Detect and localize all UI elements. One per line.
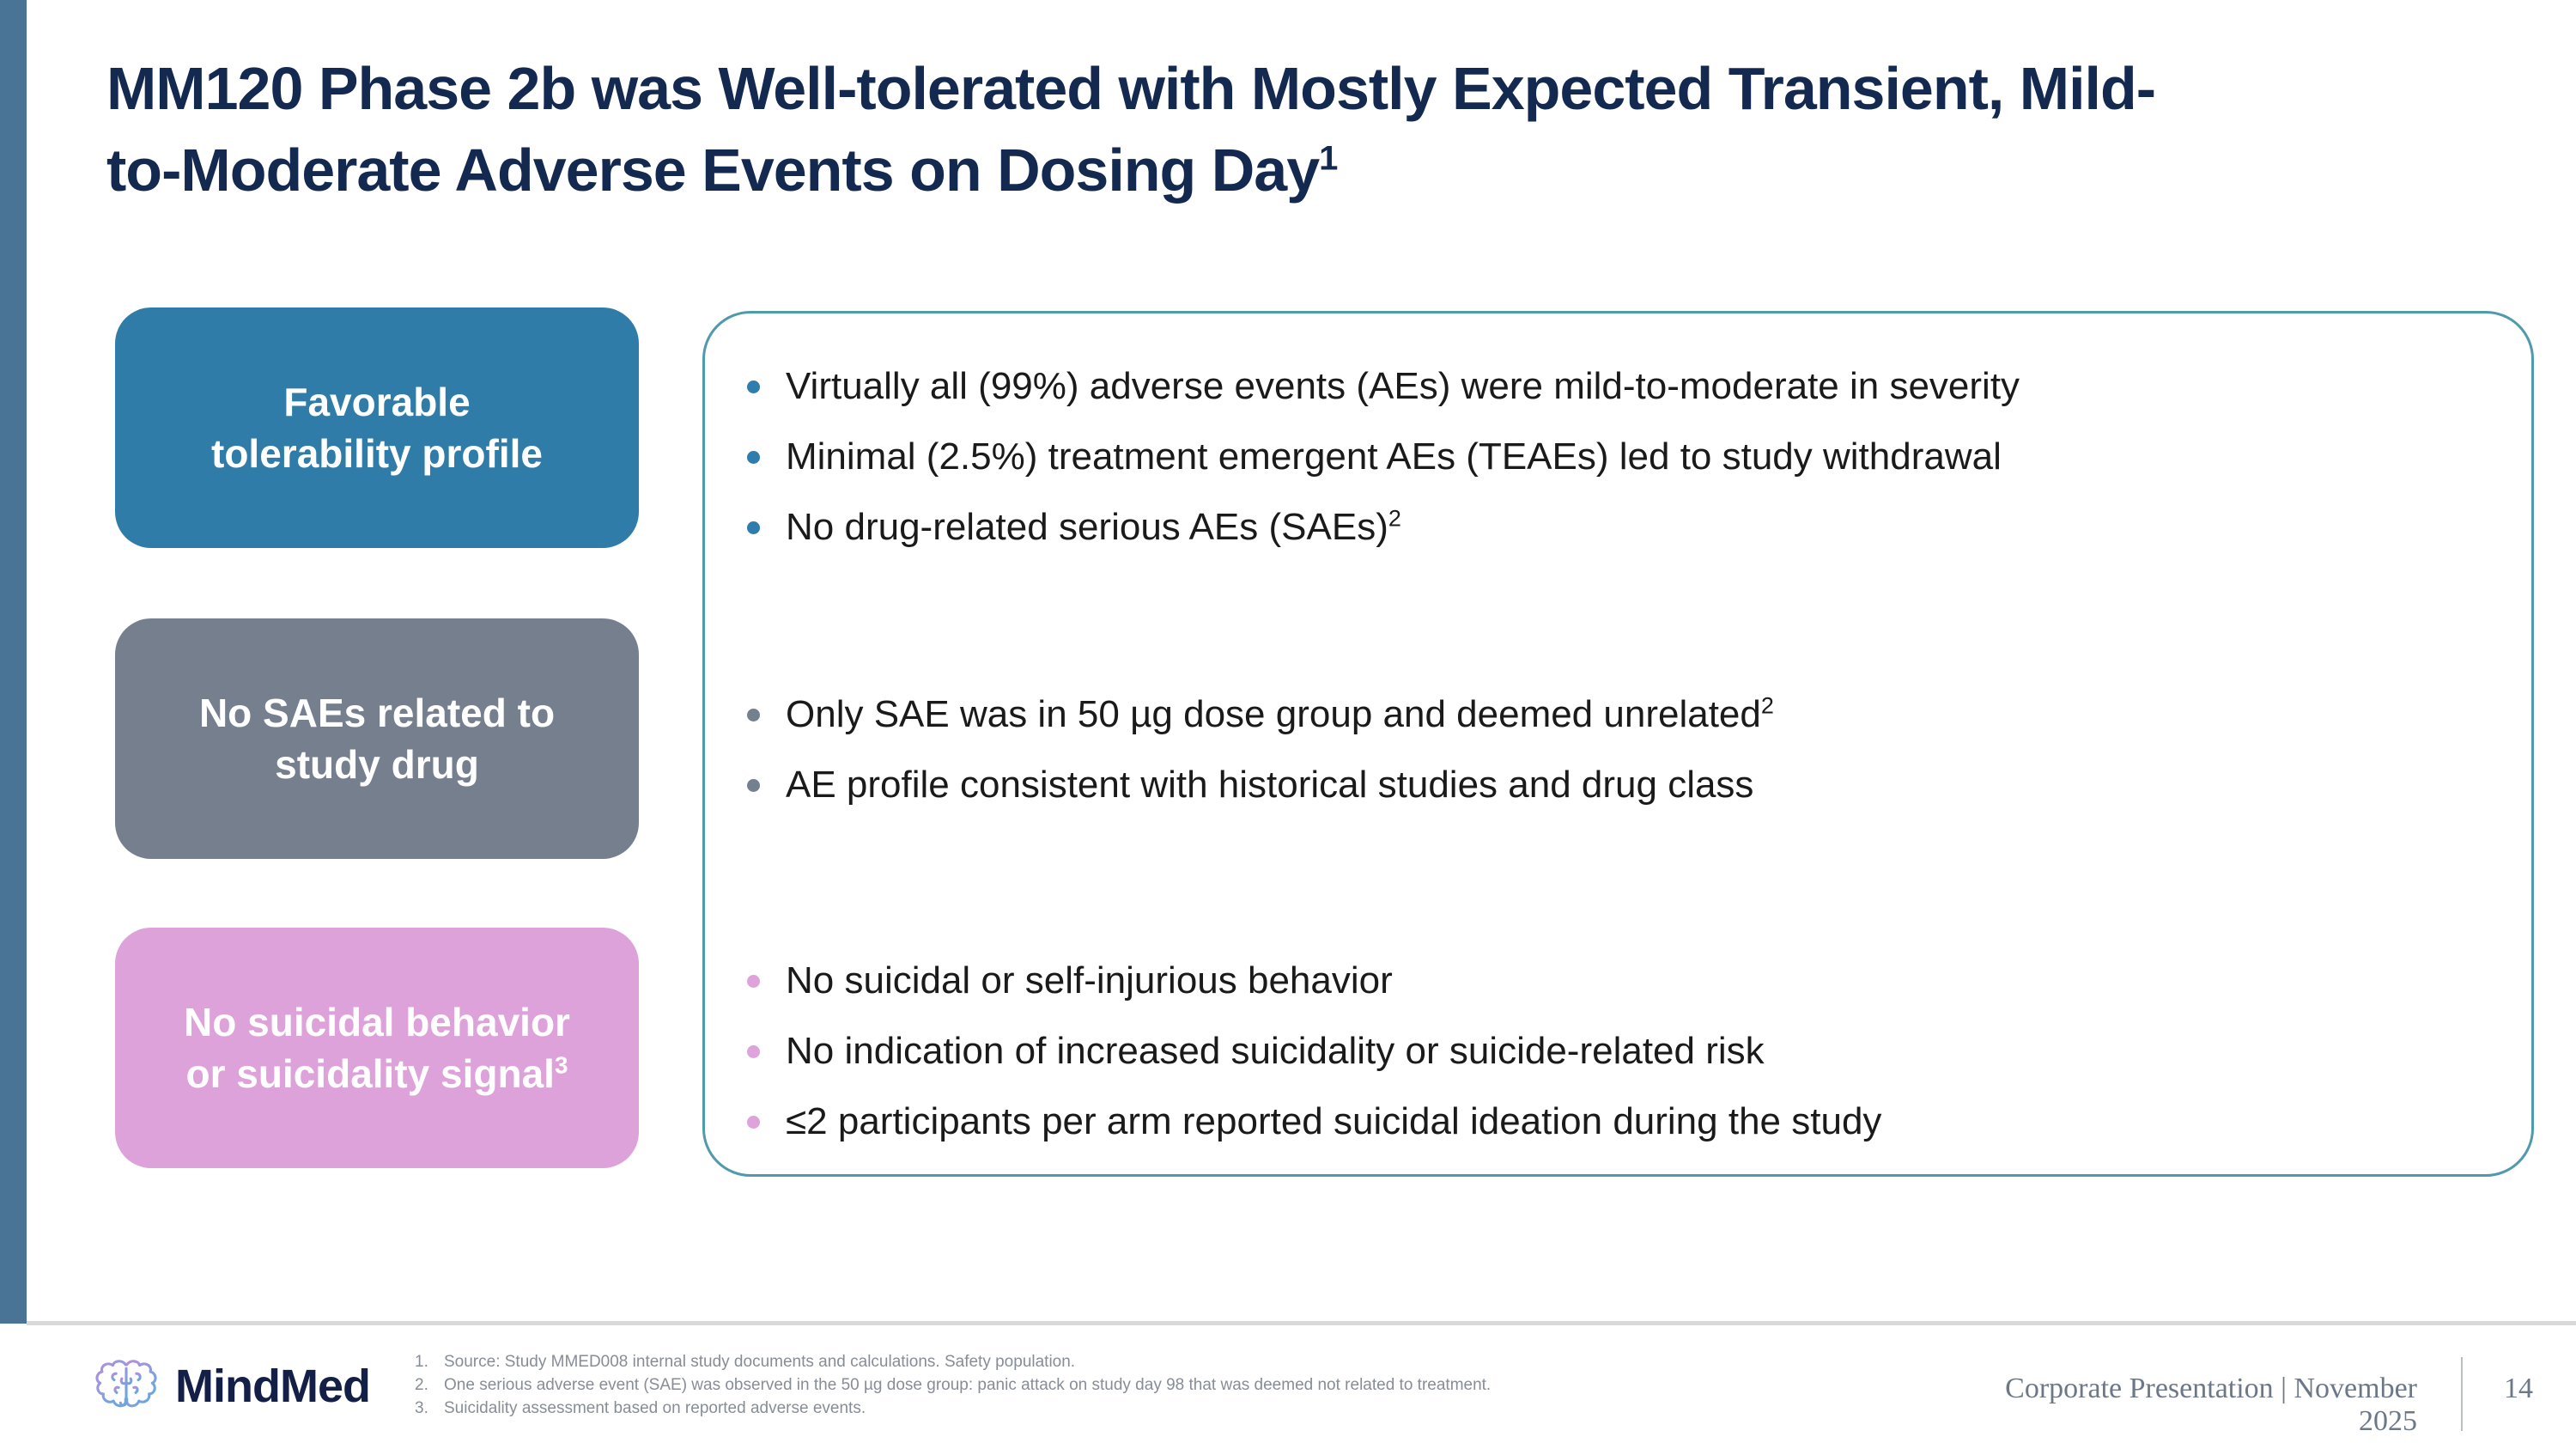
bullet-dot-icon — [747, 451, 760, 464]
bullet-group-suicidality: No suicidal or self-injurious behavior N… — [747, 957, 2499, 1168]
bullet-item: Only SAE was in 50 µg dose group and dee… — [747, 691, 2499, 739]
bullet-item: AE profile consistent with historical st… — [747, 761, 2499, 809]
footnote-text: Suicidality assessment based on reported… — [444, 1399, 866, 1417]
footnotes: 1. Source: Study MMED008 internal study … — [415, 1350, 1874, 1420]
pill-no-suicidality: No suicidal behavior or suicidality sign… — [115, 928, 639, 1168]
pill-label-line: Favorable — [283, 380, 471, 424]
left-accent-bar — [0, 0, 27, 1324]
bullet-text: No suicidal or self-injurious behavior — [786, 959, 1393, 1002]
bullet-text: Only SAE was in 50 µg dose group and dee… — [786, 692, 1774, 735]
footnote-number: 2. — [415, 1376, 428, 1394]
footnote-number: 3. — [415, 1399, 428, 1417]
bullet-item: Virtually all (99%) adverse events (AEs)… — [747, 362, 2499, 411]
footer-divider — [27, 1321, 2576, 1325]
pill-label-line: or suicidality signal3 — [185, 1051, 568, 1096]
brain-icon — [94, 1355, 158, 1418]
bullet-item: No drug-related serious AEs (SAEs)2 — [747, 503, 2499, 551]
bullet-text: Minimal (2.5%) treatment emergent AEs (T… — [786, 435, 2002, 478]
footnote-item: 1. Source: Study MMED008 internal study … — [415, 1350, 1874, 1373]
slide-title: MM120 Phase 2b was Well-tolerated with M… — [106, 48, 2528, 211]
title-line-2: to-Moderate Adverse Events on Dosing Day… — [106, 137, 1338, 204]
pill-label-line: No suicidal behavior — [184, 1000, 570, 1044]
bullet-dot-icon — [747, 1116, 760, 1129]
title-line-1: MM120 Phase 2b was Well-tolerated with M… — [106, 55, 2156, 122]
footer-vertical-divider — [2461, 1357, 2463, 1431]
bullet-item: ≤2 participants per arm reported suicida… — [747, 1098, 2499, 1146]
mindmed-logo: MindMed — [94, 1354, 371, 1419]
footnote-item: 3. Suicidality assessment based on repor… — [415, 1397, 1874, 1420]
pill-label-line: No SAEs related to — [198, 691, 556, 735]
content-outline-box — [702, 311, 2534, 1177]
pill-label-line: study drug — [275, 742, 479, 787]
bullet-text: No drug-related serious AEs (SAEs)2 — [786, 505, 1401, 548]
bullet-item: Minimal (2.5%) treatment emergent AEs (T… — [747, 433, 2499, 481]
page-number: 14 — [2504, 1373, 2533, 1404]
bullet-dot-icon — [747, 1045, 760, 1058]
bullet-item: No suicidal or self-injurious behavior — [747, 957, 2499, 1005]
pill-label-line: tolerability profile — [211, 431, 543, 476]
bullet-text: ≤2 participants per arm reported suicida… — [786, 1100, 1882, 1142]
bullet-text: AE profile consistent with historical st… — [786, 764, 1754, 806]
bullet-text: No indication of increased suicidality o… — [786, 1030, 1765, 1072]
footnote-text: Source: Study MMED008 internal study doc… — [444, 1353, 1076, 1371]
bullet-dot-icon — [747, 521, 760, 534]
bullet-dot-icon — [747, 975, 760, 988]
footnote-number: 1. — [415, 1353, 428, 1371]
pill-label-superscript: 3 — [554, 1051, 568, 1079]
bullet-group-saes: Only SAE was in 50 µg dose group and dee… — [747, 691, 2499, 831]
brand-wordmark: MindMed — [175, 1361, 371, 1412]
footer-right-text: Corporate Presentation | November 2025 — [2005, 1373, 2417, 1437]
bullet-group-tolerability: Virtually all (99%) adverse events (AEs)… — [747, 362, 2499, 574]
bullet-text: Virtually all (99%) adverse events (AEs)… — [786, 365, 2020, 407]
bullet-item: No indication of increased suicidality o… — [747, 1027, 2499, 1075]
footnote-item: 2. One serious adverse event (SAE) was o… — [415, 1373, 1874, 1397]
pill-favorable-tolerability: Favorable tolerability profile — [115, 307, 639, 548]
bullet-dot-icon — [747, 709, 760, 721]
pill-no-saes: No SAEs related to study drug — [115, 618, 639, 859]
title-superscript: 1 — [1319, 139, 1338, 178]
bullet-dot-icon — [747, 381, 760, 393]
footnote-text: One serious adverse event (SAE) was obse… — [444, 1376, 1492, 1394]
bullet-dot-icon — [747, 779, 760, 792]
